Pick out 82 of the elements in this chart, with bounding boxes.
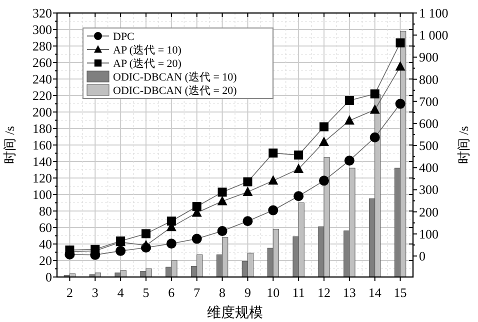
point: [344, 96, 354, 105]
point: [217, 196, 228, 206]
legend-label: ODIC-DBCAN (迭代 = 10): [113, 70, 238, 84]
y-tick-label: 20: [39, 253, 52, 268]
point: [142, 229, 150, 238]
legend-label: AP (迭代 = 10): [113, 44, 182, 56]
x-tick-label: 14: [368, 285, 382, 300]
y-tick-label: 320: [32, 6, 52, 20]
legend-label: ODIC-DBCAN (迭代 = 20): [113, 84, 238, 97]
legend-label: AP (迭代 = 20): [113, 57, 182, 70]
x-tick-label: 4: [117, 285, 124, 300]
y2-axis-title: 时间 /s: [456, 126, 471, 164]
y-tick-label: 200: [32, 104, 52, 120]
x-tick-label: 12: [318, 285, 330, 300]
y-tick-label: 120: [32, 170, 52, 186]
point: [395, 98, 406, 109]
y-tick-label: 180: [32, 121, 52, 136]
y-tick-label: 160: [32, 138, 52, 152]
y-tick-label: 280: [32, 38, 52, 54]
x-tick-label: 8: [219, 285, 226, 300]
y2-tick-label: 300: [419, 182, 438, 198]
point: [243, 177, 252, 186]
y-tick-label: 40: [39, 236, 52, 252]
point: [268, 148, 278, 158]
x-tick-label: 7: [194, 285, 201, 300]
x-axis-title: 维度规模: [207, 305, 263, 321]
y-tick-label: 260: [32, 55, 52, 70]
point: [192, 202, 202, 212]
x-tick-label: 2: [66, 285, 73, 300]
point: [294, 150, 304, 160]
point: [294, 191, 304, 202]
point: [294, 163, 304, 173]
x-tick-label: 9: [244, 285, 251, 300]
y-tick-label: 0: [46, 270, 52, 284]
y-tick-label: 300: [32, 22, 52, 37]
x-tick-label: 11: [292, 285, 305, 300]
point: [344, 156, 354, 166]
y2-tick-label: 900: [419, 50, 438, 65]
y-tick-label: 80: [39, 204, 52, 218]
point: [319, 176, 329, 186]
x-tick-label: 10: [266, 285, 280, 300]
y2-tick-label: 700: [419, 94, 438, 109]
y2-tick-label: 200: [419, 204, 438, 220]
y2-tick-label: 400: [419, 160, 438, 176]
point: [166, 238, 176, 249]
point: [370, 132, 380, 142]
point: [319, 136, 329, 146]
x-tick-label: 13: [342, 285, 356, 300]
y-axis-title: 时间 /s: [2, 126, 17, 164]
y2-tick-label: 0: [419, 248, 426, 264]
point: [396, 38, 405, 48]
point: [395, 61, 406, 71]
point: [268, 205, 278, 216]
y-tick-label: 220: [32, 88, 52, 103]
point: [166, 216, 176, 226]
y2-tick-label: 1 100: [419, 6, 448, 20]
point: [370, 89, 380, 98]
y2-tick-label: 600: [419, 116, 438, 131]
legend-label: DPC: [113, 31, 134, 43]
x-tick-label: 5: [142, 285, 150, 300]
point: [192, 234, 202, 244]
point: [217, 226, 228, 236]
x-tick-label: 15: [394, 285, 407, 300]
y2-tick-label: 800: [419, 72, 438, 87]
point: [320, 122, 328, 132]
point: [141, 240, 151, 250]
point: [242, 186, 253, 196]
y-tick-label: 240: [32, 72, 52, 86]
y-tick-label: 140: [32, 154, 52, 169]
point: [116, 246, 126, 256]
point: [242, 216, 253, 226]
y2-tick-label: 500: [419, 138, 438, 154]
y2-tick-label: 100: [419, 226, 438, 242]
point: [370, 104, 380, 114]
y-tick-label: 60: [39, 220, 52, 235]
y2-tick-label: 1 000: [419, 28, 448, 43]
point: [344, 115, 354, 125]
x-tick-label: 6: [168, 285, 176, 300]
point: [268, 175, 278, 185]
y-tick-label: 100: [32, 187, 52, 202]
point: [218, 188, 227, 197]
x-tick-label: 3: [92, 285, 98, 300]
